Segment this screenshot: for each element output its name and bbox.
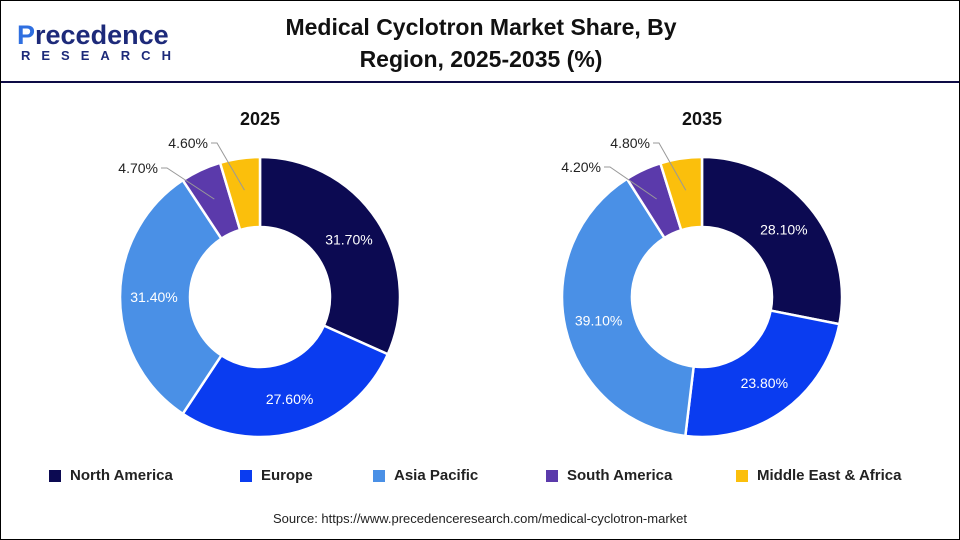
- data-label: 4.80%: [610, 135, 650, 151]
- data-label: 4.70%: [118, 160, 158, 176]
- slice-asia-pacific: [560, 177, 696, 438]
- legend-label: North America: [70, 467, 173, 484]
- data-label: 27.60%: [266, 391, 313, 407]
- slice-europe: [181, 323, 390, 439]
- legend-label: Asia Pacific: [394, 467, 479, 484]
- header: Precedence RESEARCH Medical Cyclotron Ma…: [1, 1, 959, 83]
- leader-line: [653, 142, 687, 191]
- legend-item-north-america: North America: [49, 467, 173, 484]
- slice-asia-pacific: [118, 178, 224, 416]
- leader-line: [604, 166, 657, 200]
- legend-item-south-america: South America: [546, 467, 672, 484]
- legend-label: South America: [567, 467, 673, 484]
- legend-item-asia-pacific: Asia Pacific: [373, 467, 478, 484]
- chart-title: Medical Cyclotron Market Share, By Regio…: [285, 14, 677, 72]
- data-label: 4.20%: [561, 159, 601, 175]
- legend-label: Europe: [261, 467, 313, 484]
- slice-middle-east-africa: [218, 155, 262, 232]
- data-label: 31.70%: [325, 231, 372, 247]
- precedence-research-logo: Precedence RESEARCH: [17, 20, 182, 63]
- slice-europe: [683, 309, 841, 439]
- legend-item-europe: Europe: [240, 467, 313, 484]
- donut-title: 2035: [682, 109, 722, 129]
- legend-swatch: [373, 469, 385, 482]
- data-label: 4.60%: [168, 135, 208, 151]
- data-label: 28.10%: [760, 222, 807, 238]
- legend-swatch: [49, 469, 61, 482]
- slice-middle-east-africa: [658, 155, 704, 232]
- donut-title: 2025: [240, 109, 280, 129]
- legend-swatch: [736, 469, 748, 482]
- slice-north-america: [700, 155, 844, 326]
- data-label: 31.40%: [130, 289, 177, 305]
- legend-swatch: [240, 469, 252, 482]
- slice-north-america: [258, 155, 402, 356]
- source-note: Source: https://www.precedenceresearch.c…: [273, 511, 687, 526]
- data-label: 39.10%: [575, 312, 622, 328]
- leader-line: [211, 142, 245, 191]
- data-label: 23.80%: [741, 375, 788, 391]
- leader-line: [161, 167, 215, 200]
- legend-swatch: [546, 469, 558, 482]
- legend-label: Middle East & Africa: [757, 467, 902, 484]
- legend-item-middle-east-africa: Middle East & Africa: [736, 467, 901, 484]
